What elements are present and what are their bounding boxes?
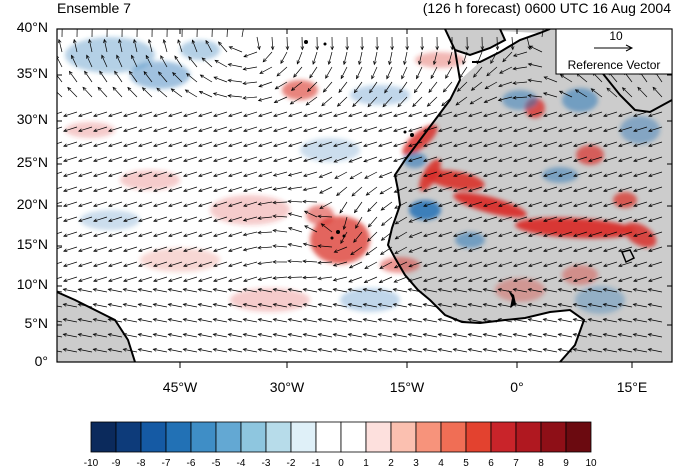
lat-label: 25°N [16, 154, 48, 170]
forecast-time-title: (126 h forecast) 0600 UTC 16 Aug 2004 [422, 0, 671, 16]
iberia-coastline [444, 29, 507, 57]
colorbar-swatch [440, 421, 467, 453]
colorbar-swatch [365, 421, 392, 453]
colorbar-label: 4 [438, 458, 444, 469]
colorbar-label: -8 [136, 458, 146, 469]
colorbar-swatch [240, 421, 267, 453]
colorbar-label: -3 [261, 458, 271, 469]
colorbar-swatch [215, 421, 242, 453]
lon-label: 45°W [162, 379, 198, 395]
reference-vector-magnitude: 10 [609, 29, 623, 43]
colorbar-label: 8 [538, 458, 544, 469]
colorbar [90, 421, 592, 453]
colorbar-label: -10 [83, 458, 99, 469]
azores-island [323, 42, 327, 46]
south-america-coastline [57, 291, 136, 362]
colorbar-swatch [415, 421, 442, 453]
lat-label: 40°N [16, 19, 48, 35]
lake-volta [508, 290, 516, 308]
lon-label: 15°W [389, 379, 425, 395]
colorbar-swatch [465, 421, 492, 453]
colorbar-swatch [90, 421, 117, 453]
colorbar-swatch [490, 421, 517, 453]
colorbar-swatch [515, 421, 542, 453]
colorbar-label: 9 [563, 458, 569, 469]
colorbar-label: -2 [286, 458, 296, 469]
lon-label: 0° [510, 379, 524, 395]
colorbar-swatch [390, 421, 417, 453]
map-frame [56, 28, 673, 363]
colorbar-label: -5 [211, 458, 221, 469]
colorbar-label: 7 [513, 458, 519, 469]
colorbar-swatch [265, 421, 292, 453]
lon-label: 30°W [269, 379, 305, 395]
colorbar-swatch [290, 421, 317, 453]
lat-label: 15°N [16, 236, 48, 252]
colorbar-swatch [190, 421, 217, 453]
lake-chad [620, 249, 636, 264]
colorbar-swatch [140, 421, 167, 453]
canary-islands [410, 133, 414, 137]
colorbar-label: -4 [236, 458, 246, 469]
azores-island [304, 40, 308, 44]
canary-island [403, 130, 407, 134]
lon-label: 15°E [616, 379, 648, 395]
cape-verde-island [336, 230, 340, 234]
anomaly-shading [65, 37, 660, 314]
lat-label: 0° [34, 353, 48, 369]
reference-vector-label: Reference Vector [567, 58, 661, 72]
colorbar-swatch [115, 421, 142, 453]
colorbar-swatch [315, 421, 342, 453]
lat-label: 5°N [24, 315, 49, 331]
reference-vector-arrowhead [625, 44, 634, 52]
colorbar-label: -7 [161, 458, 171, 469]
lat-label: 20°N [16, 196, 48, 212]
panel-title: Ensemble 7 [57, 0, 131, 16]
colorbar-label: -6 [186, 458, 196, 469]
colorbar-label: 10 [585, 458, 597, 469]
colorbar-swatch [540, 421, 567, 453]
lat-label: 10°N [16, 276, 48, 292]
lat-label: 35°N [16, 65, 48, 81]
colorbar-label: 3 [413, 458, 419, 469]
colorbar-label: 5 [463, 458, 469, 469]
colorbar-swatch [565, 421, 592, 453]
colorbar-label: -9 [111, 458, 121, 469]
colorbar-label: 6 [488, 458, 494, 469]
colorbar-swatch [165, 421, 192, 453]
colorbar-label: 2 [388, 458, 394, 469]
lat-label: 30°N [16, 111, 48, 127]
colorbar-label: 0 [338, 458, 344, 469]
colorbar-label: 1 [363, 458, 369, 469]
colorbar-swatch [340, 421, 367, 453]
cape-verde-island [342, 234, 346, 238]
reference-vector-box [555, 28, 673, 75]
wind-vectors [57, 29, 663, 353]
colorbar-label: -1 [311, 458, 321, 469]
iberia-land [445, 29, 505, 55]
cape-verde-island [330, 236, 334, 240]
south-america-land [57, 292, 135, 362]
